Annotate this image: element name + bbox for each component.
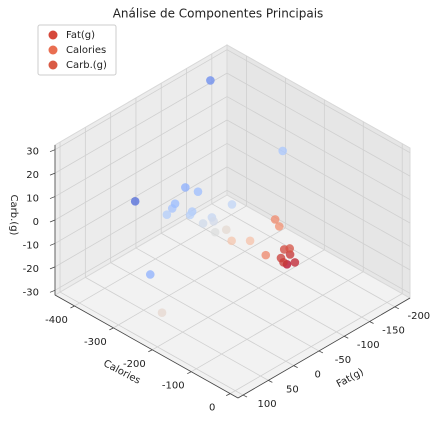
z-tick-label: 30 — [26, 147, 39, 158]
data-point — [245, 236, 255, 246]
tick-mark — [268, 379, 273, 383]
tick-mark — [49, 149, 56, 153]
y-tick-label: 0 — [209, 403, 215, 414]
tick-mark — [394, 306, 400, 310]
y-axis — [54, 294, 239, 399]
x-tick-label: 100 — [258, 399, 277, 410]
tick-mark — [49, 266, 56, 270]
legend-label: Carb.(g) — [66, 60, 107, 71]
grid-line — [226, 143, 411, 247]
x-tick-label: -100 — [357, 340, 380, 351]
z-tick-label: 10 — [26, 194, 39, 205]
grid-line — [85, 277, 269, 381]
legend-label: Fat(g) — [66, 30, 95, 41]
data-point — [130, 197, 140, 206]
data-point — [221, 225, 231, 235]
tick-mark — [318, 350, 324, 354]
y-tick-label: -100 — [162, 381, 185, 392]
grid-line — [113, 227, 286, 329]
grid-line — [211, 203, 396, 308]
grid-line — [226, 96, 411, 200]
data-point — [261, 250, 271, 260]
data-point — [290, 258, 300, 267]
grid-line — [226, 119, 411, 224]
legend-marker — [48, 30, 58, 40]
grid-line — [230, 293, 403, 394]
grid-line — [191, 271, 364, 373]
x-tick-label: 50 — [286, 384, 299, 395]
grid-line — [135, 247, 320, 352]
grid-line — [54, 119, 228, 221]
legend: Fat(g) Calories Carb.(g) — [37, 24, 117, 76]
legend-label: Calories — [66, 45, 106, 56]
data-point — [276, 253, 286, 263]
y-tick-label: -200 — [123, 359, 146, 370]
grid-line — [226, 189, 411, 294]
x-tick-label: -50 — [335, 355, 351, 366]
grid-line — [54, 49, 228, 151]
data-point — [270, 215, 280, 224]
data-point — [145, 270, 155, 279]
data-point — [181, 183, 190, 192]
z-tick-label: -30 — [23, 287, 39, 298]
tick-mark — [49, 243, 56, 246]
x-tick-label: 0 — [314, 370, 320, 381]
grid-line — [161, 232, 345, 337]
data-point — [185, 210, 195, 220]
z-axis-label: Carb.(g) — [8, 195, 19, 236]
tick-mark — [49, 289, 56, 293]
data-point — [209, 217, 218, 226]
data-point — [157, 308, 167, 317]
data-point — [162, 210, 172, 219]
grid-line — [226, 72, 411, 177]
legend-marker — [48, 45, 58, 55]
tick-mark — [109, 327, 114, 331]
legend-box — [37, 24, 117, 76]
tick-mark — [344, 335, 349, 339]
y-tick-label: -400 — [45, 315, 68, 326]
tick-mark — [148, 349, 153, 353]
grid-line — [54, 143, 228, 244]
data-point — [170, 199, 180, 208]
grid-line — [74, 205, 247, 307]
tick-mark — [49, 172, 56, 176]
legend-marker — [48, 60, 58, 70]
data-point — [227, 236, 236, 246]
grid-line — [54, 166, 228, 268]
grid-line — [54, 189, 228, 291]
tick-mark — [369, 321, 374, 324]
data-point — [285, 244, 295, 253]
z-tick-label: -20 — [23, 264, 39, 275]
tick-mark — [226, 393, 231, 396]
x-tick-label: -150 — [382, 326, 405, 337]
grid-line — [54, 96, 228, 197]
data-point — [210, 227, 220, 237]
z-tick-label: 20 — [26, 170, 39, 181]
z-tick-label: -10 — [23, 240, 39, 251]
data-point — [274, 222, 284, 231]
tick-mark — [70, 305, 75, 309]
grid-line — [54, 72, 228, 174]
grid-line — [59, 291, 244, 396]
x-axis — [237, 297, 411, 399]
chart-title: Análise de Componentes Principais — [113, 7, 324, 21]
data-point — [227, 200, 237, 209]
x-tick-label: -200 — [407, 311, 430, 322]
grid-line — [226, 49, 411, 154]
tick-mark — [293, 365, 298, 369]
data-point — [193, 187, 203, 196]
data-point — [198, 219, 208, 228]
grid-line — [110, 262, 294, 366]
grid-line — [226, 166, 411, 271]
data-point — [278, 146, 287, 156]
y-tick-label: -300 — [84, 337, 107, 348]
x-axis-label: Fat(g) — [335, 367, 366, 390]
data-point — [206, 76, 215, 85]
tick-mark — [49, 196, 56, 199]
tick-mark — [187, 371, 192, 375]
tick-mark — [242, 394, 248, 398]
tick-mark — [49, 219, 56, 223]
z-tick-label: 0 — [33, 217, 39, 228]
